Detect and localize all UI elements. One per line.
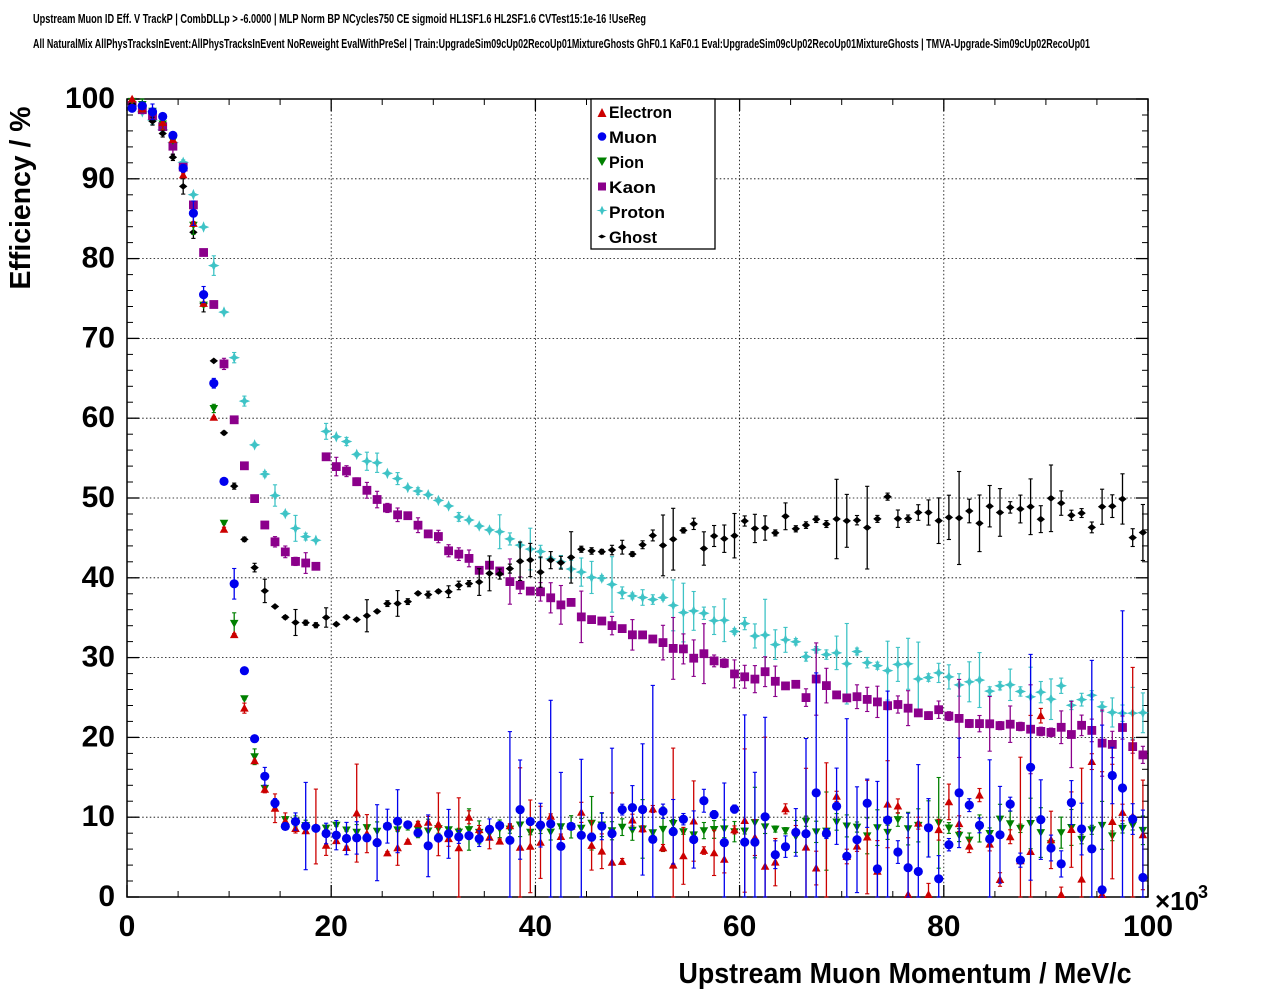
svg-text:Proton: Proton bbox=[609, 203, 665, 222]
svg-text:Electron: Electron bbox=[609, 103, 672, 122]
svg-text:60: 60 bbox=[723, 910, 756, 943]
svg-text:10: 10 bbox=[82, 800, 115, 833]
svg-text:40: 40 bbox=[519, 910, 552, 943]
svg-text:50: 50 bbox=[82, 481, 115, 514]
svg-text:Pion: Pion bbox=[609, 153, 644, 172]
svg-text:20: 20 bbox=[82, 720, 115, 753]
svg-text:Muon: Muon bbox=[609, 128, 657, 147]
svg-text:60: 60 bbox=[82, 401, 115, 434]
svg-text:70: 70 bbox=[82, 321, 115, 354]
svg-text:0: 0 bbox=[98, 880, 115, 913]
svg-text:80: 80 bbox=[927, 910, 960, 943]
svg-text:0: 0 bbox=[119, 910, 136, 943]
svg-text:100: 100 bbox=[65, 82, 115, 115]
svg-text:90: 90 bbox=[82, 162, 115, 195]
svg-text:×10: ×10 bbox=[1155, 886, 1199, 916]
svg-text:80: 80 bbox=[82, 242, 115, 275]
svg-text:40: 40 bbox=[82, 561, 115, 594]
svg-text:20: 20 bbox=[315, 910, 348, 943]
svg-text:Kaon: Kaon bbox=[609, 178, 656, 197]
svg-text:3: 3 bbox=[1198, 882, 1208, 902]
svg-text:Upstream Muon Momentum / MeV/c: Upstream Muon Momentum / MeV/c bbox=[679, 958, 1132, 990]
svg-text:Ghost: Ghost bbox=[609, 228, 657, 247]
svg-text:All NaturalMix AllPhysTracksIn: All NaturalMix AllPhysTracksInEvent:AllP… bbox=[33, 36, 1090, 51]
svg-text:30: 30 bbox=[82, 641, 115, 674]
svg-text:Upstream Muon ID Eff. V TrackP: Upstream Muon ID Eff. V TrackP | CombDLL… bbox=[33, 11, 646, 26]
svg-text:Efficiency / %: Efficiency / % bbox=[5, 106, 37, 289]
